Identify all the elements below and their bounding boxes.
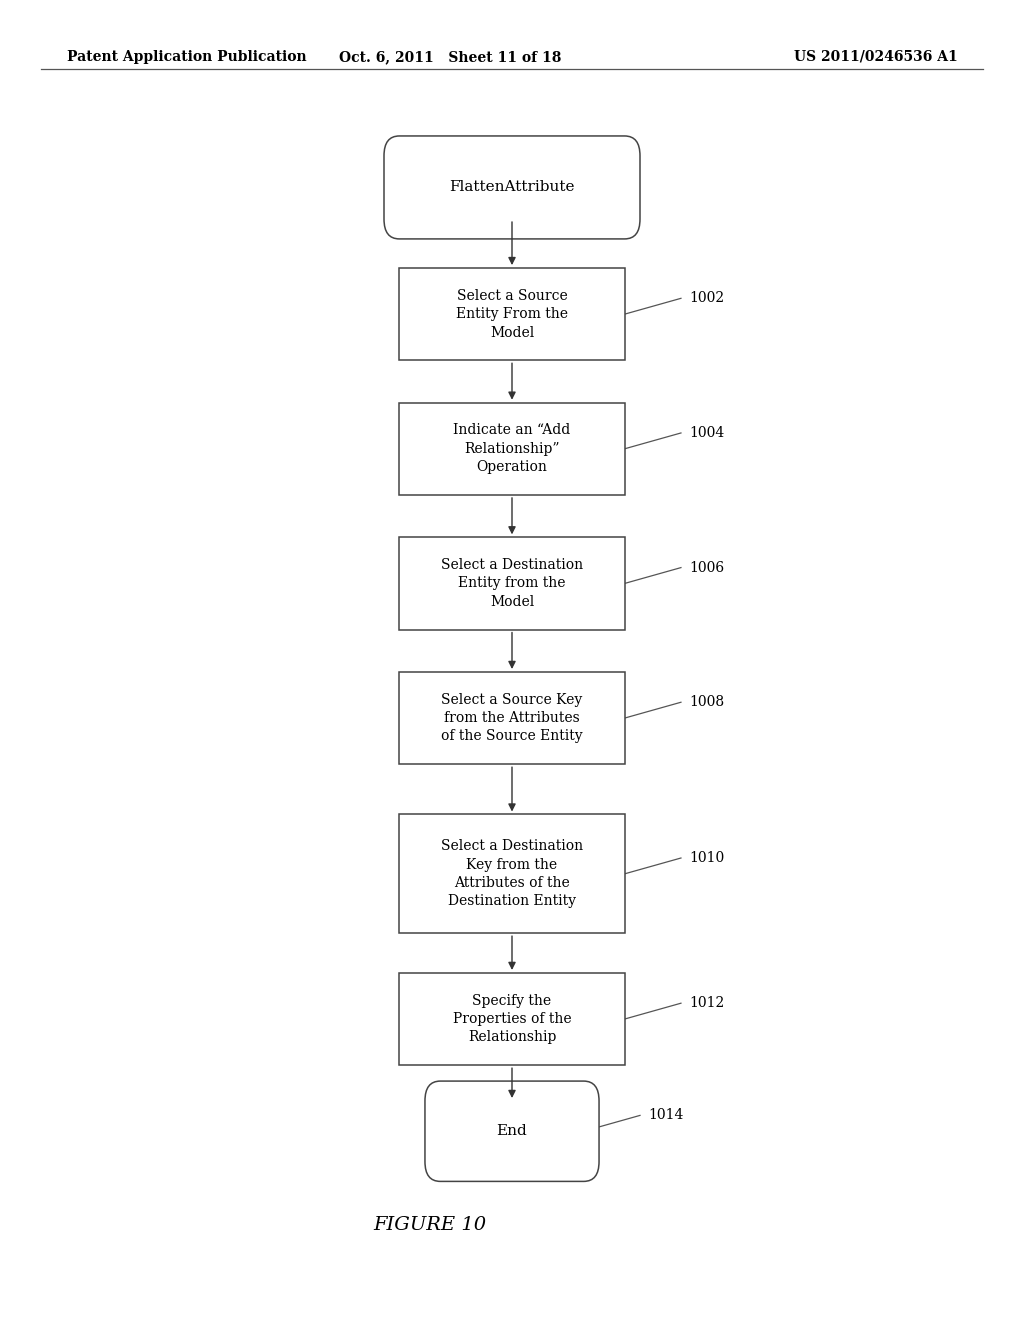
Text: Patent Application Publication: Patent Application Publication — [67, 50, 306, 63]
FancyBboxPatch shape — [399, 814, 625, 933]
FancyBboxPatch shape — [399, 537, 625, 630]
FancyBboxPatch shape — [399, 672, 625, 764]
Text: End: End — [497, 1125, 527, 1138]
Text: 1012: 1012 — [689, 997, 724, 1010]
Text: Indicate an “Add
Relationship”
Operation: Indicate an “Add Relationship” Operation — [454, 424, 570, 474]
FancyBboxPatch shape — [384, 136, 640, 239]
Text: Select a Source Key
from the Attributes
of the Source Entity: Select a Source Key from the Attributes … — [441, 693, 583, 743]
Text: FIGURE 10: FIGURE 10 — [374, 1216, 486, 1234]
Text: 1014: 1014 — [648, 1109, 684, 1122]
FancyBboxPatch shape — [399, 403, 625, 495]
Text: Select a Destination
Key from the
Attributes of the
Destination Entity: Select a Destination Key from the Attrib… — [441, 840, 583, 908]
Text: US 2011/0246536 A1: US 2011/0246536 A1 — [794, 50, 957, 63]
FancyBboxPatch shape — [399, 973, 625, 1065]
Text: 1004: 1004 — [689, 426, 724, 440]
Text: 1010: 1010 — [689, 851, 724, 865]
Text: Select a Destination
Entity from the
Model: Select a Destination Entity from the Mod… — [441, 558, 583, 609]
Text: 1006: 1006 — [689, 561, 724, 574]
Text: 1008: 1008 — [689, 696, 724, 709]
FancyBboxPatch shape — [425, 1081, 599, 1181]
Text: Oct. 6, 2011   Sheet 11 of 18: Oct. 6, 2011 Sheet 11 of 18 — [339, 50, 562, 63]
Text: Select a Source
Entity From the
Model: Select a Source Entity From the Model — [456, 289, 568, 339]
Text: FlattenAttribute: FlattenAttribute — [450, 181, 574, 194]
Text: 1002: 1002 — [689, 292, 724, 305]
Text: Specify the
Properties of the
Relationship: Specify the Properties of the Relationsh… — [453, 994, 571, 1044]
FancyBboxPatch shape — [399, 268, 625, 360]
